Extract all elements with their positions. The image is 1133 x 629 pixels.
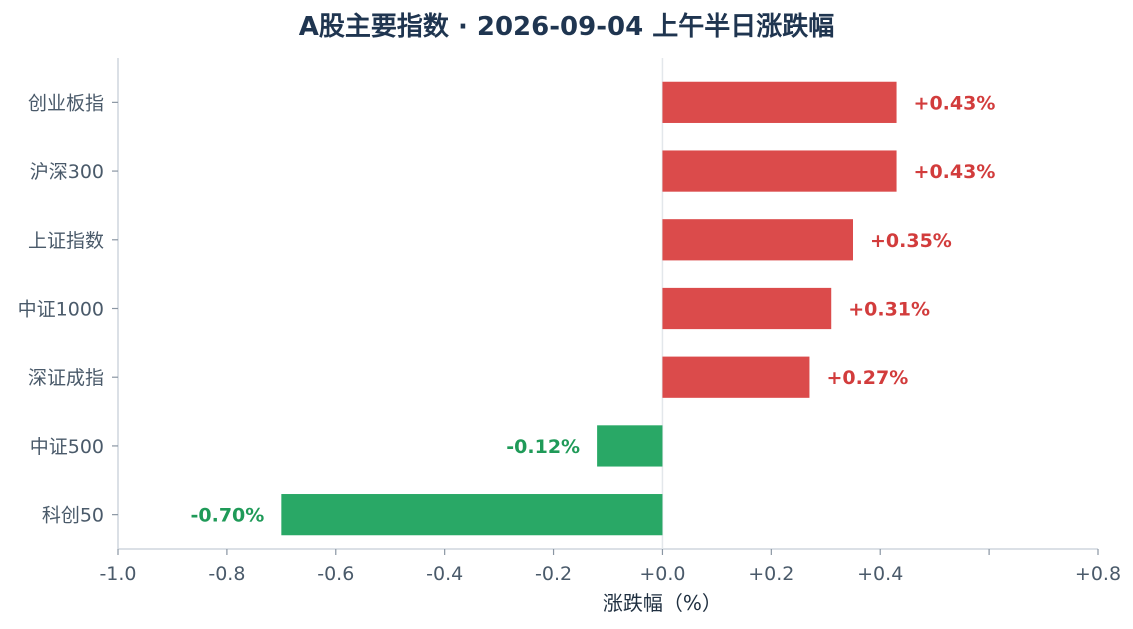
category-label: 深证成指	[28, 367, 104, 389]
bar	[662, 150, 897, 192]
x-tick-label: -0.2	[535, 563, 572, 585]
bar	[662, 287, 832, 330]
x-axis-label: 涨跌幅（%）	[603, 591, 722, 615]
category-label: 创业板指	[28, 92, 104, 114]
category-label: 沪深300	[30, 161, 104, 183]
category-label: 上证指数	[28, 230, 104, 252]
x-tick-label: -0.6	[317, 563, 354, 585]
bar	[662, 81, 897, 123]
x-tick-label: +0.0	[639, 563, 685, 585]
x-tick-label: +0.2	[748, 563, 794, 585]
data-label: +0.31%	[848, 299, 930, 321]
category-label: 中证1000	[18, 299, 104, 321]
x-tick-label: -1.0	[99, 563, 136, 585]
data-label: +0.43%	[914, 161, 996, 183]
data-label: -0.70%	[191, 505, 265, 527]
bar	[597, 425, 663, 467]
data-label: +0.27%	[826, 367, 908, 389]
bar	[662, 219, 853, 261]
category-label: 科创50	[42, 505, 104, 527]
x-tick-label: +0.8	[1075, 563, 1121, 585]
bar	[662, 356, 810, 398]
x-tick-label: -0.8	[208, 563, 245, 585]
chart-title: A股主要指数 · 2026-09-04 上午半日涨跌幅	[298, 12, 835, 42]
data-label: +0.35%	[870, 230, 952, 252]
data-label: +0.43%	[914, 92, 996, 114]
x-tick-label: +0.4	[857, 563, 903, 585]
bar	[281, 494, 663, 536]
x-tick-label: -0.4	[426, 563, 463, 585]
data-label: -0.12%	[506, 436, 580, 458]
category-label: 中证500	[30, 436, 104, 458]
